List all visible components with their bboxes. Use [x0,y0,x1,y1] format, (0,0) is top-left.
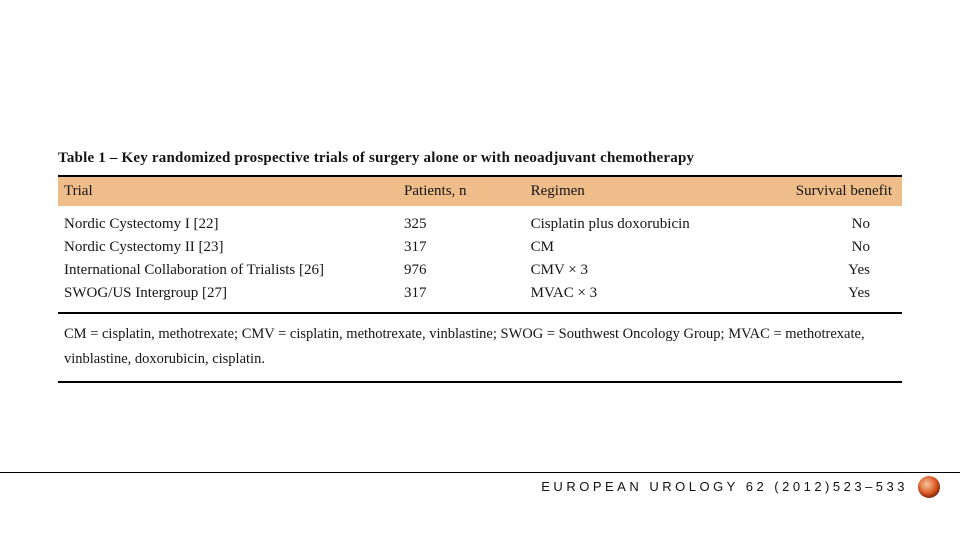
col-trial: Trial [58,177,404,206]
cell-trial: Nordic Cystectomy II [23] [58,236,404,259]
cell-trial: Nordic Cystectomy I [22] [58,206,404,236]
bullet-icon [918,476,940,498]
cell-survival: Yes [759,282,903,312]
table-caption: Table 1 – Key randomized prospective tri… [58,150,902,167]
footer-citation: EUROPEAN UROLOGY 62 (2012)523–533 [541,479,908,494]
table-row: SWOG/US Intergroup [27] 317 MVAC × 3 Yes [58,282,902,312]
col-survival: Survival benefit [759,177,903,206]
page-footer: EUROPEAN UROLOGY 62 (2012)523–533 [0,472,960,500]
cell-regimen: Cisplatin plus doxorubicin [531,206,759,236]
table-row: Nordic Cystectomy II [23] 317 CM No [58,236,902,259]
table-block: Table 1 – Key randomized prospective tri… [58,150,902,383]
table-footnote: CM = cisplatin, methotrexate; CMV = cisp… [58,314,902,381]
table-row: Nordic Cystectomy I [22] 325 Cisplatin p… [58,206,902,236]
col-regimen: Regimen [531,177,759,206]
cell-patients: 325 [404,206,531,236]
cell-survival: No [759,206,903,236]
page: Table 1 – Key randomized prospective tri… [0,0,960,540]
trials-table: Trial Patients, n Regimen Survival benef… [58,177,902,312]
cell-patients: 317 [404,236,531,259]
cell-regimen: CM [531,236,759,259]
col-patients: Patients, n [404,177,531,206]
cell-survival: Yes [759,259,903,282]
table-header-row: Trial Patients, n Regimen Survival benef… [58,177,902,206]
table-row: International Collaboration of Trialists… [58,259,902,282]
cell-patients: 976 [404,259,531,282]
cell-survival: No [759,236,903,259]
cell-trial: SWOG/US Intergroup [27] [58,282,404,312]
cell-regimen: MVAC × 3 [531,282,759,312]
cell-trial: International Collaboration of Trialists… [58,259,404,282]
cell-patients: 317 [404,282,531,312]
cell-regimen: CMV × 3 [531,259,759,282]
rule-bottom [58,381,902,383]
